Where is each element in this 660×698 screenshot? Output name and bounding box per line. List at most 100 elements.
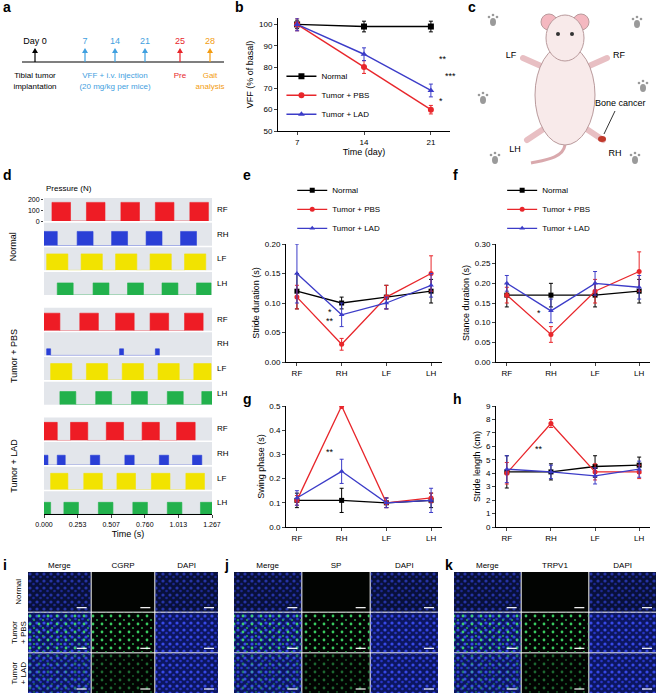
svg-text:Normal: Normal	[14, 579, 23, 605]
svg-text:implantation: implantation	[13, 82, 56, 91]
svg-text:*: *	[439, 96, 443, 106]
svg-text:Tumor + PBS: Tumor + PBS	[332, 205, 380, 214]
svg-text:RF: RF	[292, 534, 303, 543]
svg-text:LF: LF	[217, 254, 226, 263]
svg-text:Normal: Normal	[8, 232, 18, 261]
svg-text:9: 9	[486, 402, 491, 411]
svg-text:CGRP: CGRP	[111, 561, 134, 570]
svg-text:100: 100	[259, 20, 273, 29]
svg-text:RF: RF	[217, 205, 228, 214]
svg-text:0.15: 0.15	[265, 269, 281, 278]
svg-text:0.1: 0.1	[269, 499, 281, 508]
svg-text:LH: LH	[634, 369, 644, 378]
svg-text:RF: RF	[501, 534, 512, 543]
svg-text:1.013: 1.013	[170, 521, 188, 528]
svg-text:LF: LF	[217, 364, 226, 373]
svg-text:80: 80	[263, 63, 272, 72]
svg-text:Tumor + PBS: Tumor + PBS	[542, 205, 590, 214]
svg-text:0.10: 0.10	[475, 318, 491, 327]
svg-text:Merge: Merge	[48, 561, 71, 570]
svg-text:VFF (% of basal): VFF (% of basal)	[245, 41, 255, 109]
svg-text:Day 0: Day 0	[23, 36, 47, 46]
svg-text:0.000: 0.000	[35, 521, 53, 528]
svg-text:RF: RF	[217, 424, 228, 433]
svg-text:Tumor + LAD: Tumor + LAD	[321, 110, 369, 119]
svg-text:Tumor + LAD: Tumor + LAD	[332, 224, 380, 233]
svg-text:0.00: 0.00	[475, 358, 491, 367]
svg-text:0.5: 0.5	[269, 402, 281, 411]
svg-text:Tumor + LAD: Tumor + LAD	[542, 224, 590, 233]
svg-text:LH: LH	[217, 498, 227, 507]
svg-text:Merge: Merge	[256, 561, 279, 570]
svg-text:**: **	[326, 316, 334, 326]
svg-text:14: 14	[110, 36, 120, 46]
svg-text:25: 25	[175, 36, 185, 46]
svg-text:LH: LH	[217, 279, 227, 288]
svg-text:LF: LF	[382, 369, 391, 378]
svg-text:2: 2	[486, 496, 491, 505]
svg-text:(20 mg/kg per mice): (20 mg/kg per mice)	[79, 82, 150, 91]
svg-text:7: 7	[82, 36, 87, 46]
svg-text:Stride length (cm): Stride length (cm)	[472, 431, 482, 502]
svg-text:Tumor + LAD: Tumor + LAD	[9, 439, 19, 493]
svg-text:Time (s): Time (s)	[112, 529, 145, 539]
svg-text:0.20: 0.20	[475, 279, 491, 288]
svg-text:0.05: 0.05	[265, 328, 281, 337]
svg-text:DAPI: DAPI	[395, 561, 414, 570]
svg-text:0.05: 0.05	[475, 338, 491, 347]
svg-text:*: *	[537, 308, 541, 318]
svg-text:RH: RH	[545, 369, 557, 378]
svg-text:LH: LH	[426, 534, 436, 543]
svg-text:LH: LH	[634, 534, 644, 543]
svg-text:0.760: 0.760	[136, 521, 154, 528]
svg-text:0.507: 0.507	[102, 521, 120, 528]
svg-text:28: 28	[205, 36, 215, 46]
svg-text:0.20: 0.20	[265, 240, 281, 249]
svg-text:TRPV1: TRPV1	[542, 561, 568, 570]
svg-text:LF: LF	[382, 534, 391, 543]
svg-text:RH: RH	[217, 339, 229, 348]
svg-text:LH: LH	[426, 369, 436, 378]
svg-text:DAPI: DAPI	[177, 561, 196, 570]
svg-text:90: 90	[263, 42, 272, 51]
svg-text:RH: RH	[336, 369, 348, 378]
svg-text:Pre: Pre	[174, 71, 187, 80]
svg-text:Stance duration (s): Stance duration (s)	[461, 265, 471, 341]
svg-text:1: 1	[486, 509, 491, 518]
svg-text:0.10: 0.10	[265, 299, 281, 308]
svg-text:0.30: 0.30	[475, 240, 491, 249]
svg-text:LF: LF	[506, 50, 517, 60]
svg-text:7: 7	[486, 429, 491, 438]
svg-text:RH: RH	[609, 148, 622, 158]
svg-text:4: 4	[486, 469, 491, 478]
svg-text:LH: LH	[509, 144, 521, 154]
svg-text:21: 21	[426, 138, 435, 147]
svg-text:RF: RF	[613, 50, 625, 60]
svg-text:Normal: Normal	[542, 186, 568, 195]
svg-text:Normal: Normal	[332, 186, 358, 195]
svg-text:0: 0	[36, 218, 40, 225]
svg-text:100: 100	[28, 207, 40, 214]
svg-text:0.15: 0.15	[475, 299, 491, 308]
svg-text:LF: LF	[590, 534, 599, 543]
svg-text:0.253: 0.253	[69, 521, 87, 528]
svg-text:**: **	[439, 54, 447, 64]
svg-text:0.25: 0.25	[475, 259, 491, 268]
svg-text:60: 60	[263, 105, 272, 114]
svg-text:analysis: analysis	[196, 82, 225, 91]
svg-text:6: 6	[486, 442, 491, 451]
svg-text:21: 21	[140, 36, 150, 46]
svg-text:70: 70	[263, 84, 272, 93]
svg-text:0.2: 0.2	[269, 474, 281, 483]
svg-text:Merge: Merge	[476, 561, 499, 570]
svg-text:0.00: 0.00	[265, 358, 281, 367]
svg-text:DAPI: DAPI	[613, 561, 632, 570]
svg-text:Time (day): Time (day)	[343, 147, 386, 157]
svg-text:7: 7	[295, 138, 300, 147]
svg-text:1.267: 1.267	[203, 521, 221, 528]
svg-text:**: **	[535, 444, 543, 454]
svg-text:RH: RH	[545, 534, 557, 543]
svg-text:LF: LF	[217, 474, 226, 483]
svg-text:VFF + i.v. injection: VFF + i.v. injection	[82, 71, 147, 80]
svg-text:Pressure (N): Pressure (N)	[46, 184, 92, 193]
